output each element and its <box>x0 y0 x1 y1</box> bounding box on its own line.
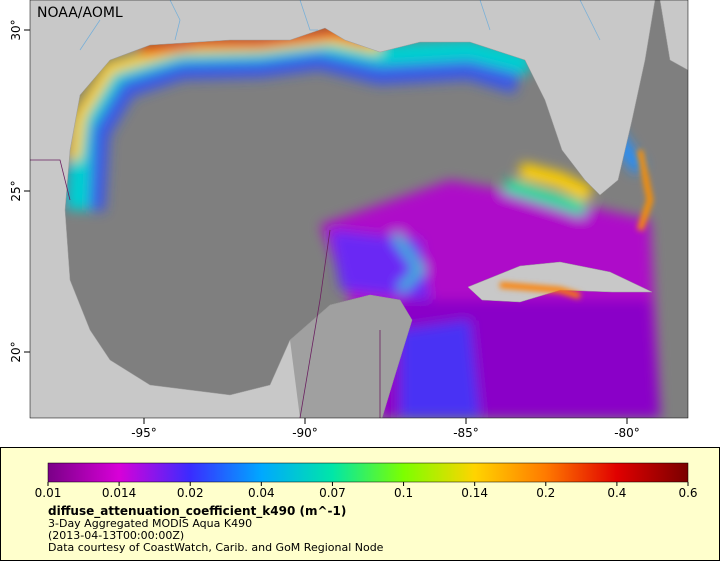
lon-tick-label: -85° <box>453 426 479 440</box>
colorbar-tick-label: 0.02 <box>177 486 204 500</box>
yucatan-data <box>290 295 412 418</box>
borders <box>30 159 381 418</box>
credit: NOAA/AOML <box>37 5 123 21</box>
colorbar-tick-label: 0.14 <box>461 486 488 500</box>
colorbar-tick-label: 0.07 <box>319 486 346 500</box>
colorbar <box>47 462 689 483</box>
lon-tick-label: -80° <box>614 426 640 440</box>
colorbar-tick-label: 0.2 <box>536 486 555 500</box>
lat-tick-label: 30° <box>9 19 23 40</box>
colorbar-tick-label: 0.4 <box>607 486 626 500</box>
shelf-band <box>502 178 588 217</box>
colorbar-tick-label: 0.01 <box>35 486 62 500</box>
legend-title: diffuse_attenuation_coefficient_k490 (m^… <box>48 504 346 519</box>
colorbar-tick-label: 0.6 <box>678 486 697 500</box>
colorbar-tick-label: 0.04 <box>248 486 275 500</box>
eddy <box>391 232 426 293</box>
colorbar-tick-label: 0.014 <box>102 486 136 500</box>
shelf-band <box>518 162 594 203</box>
lon-tick-label: -95° <box>131 426 157 440</box>
keys-coast <box>637 149 654 231</box>
legend-line: 3-Day Aggregated MODIS Aqua K490 <box>48 517 252 530</box>
legend-line: (2013-04-13T00:00:00Z) <box>48 529 184 542</box>
axis-ticks: -95° -90° -85° -80° 30° 25° 20° <box>9 19 640 440</box>
coastal-highlights <box>499 149 654 299</box>
lon-tick-label: -90° <box>292 426 318 440</box>
lat-tick-label: 25° <box>9 180 23 201</box>
colorbar-tick-label: 0.1 <box>394 486 413 500</box>
map-frame <box>29 0 689 419</box>
atlantic-coast <box>659 0 688 71</box>
legend-line: Data courtesy of CoastWatch, Carib. and … <box>48 541 384 554</box>
map-area <box>30 0 688 418</box>
cuba <box>467 261 653 303</box>
cuba-coast <box>499 282 581 299</box>
lat-tick-label: 20° <box>9 341 23 362</box>
blue-patch <box>400 320 480 418</box>
rivers <box>79 0 601 51</box>
colorbar-ticks: 0.01 0.014 0.02 0.04 0.07 0.1 0.14 0.2 0.4 0.6 <box>35 482 698 500</box>
